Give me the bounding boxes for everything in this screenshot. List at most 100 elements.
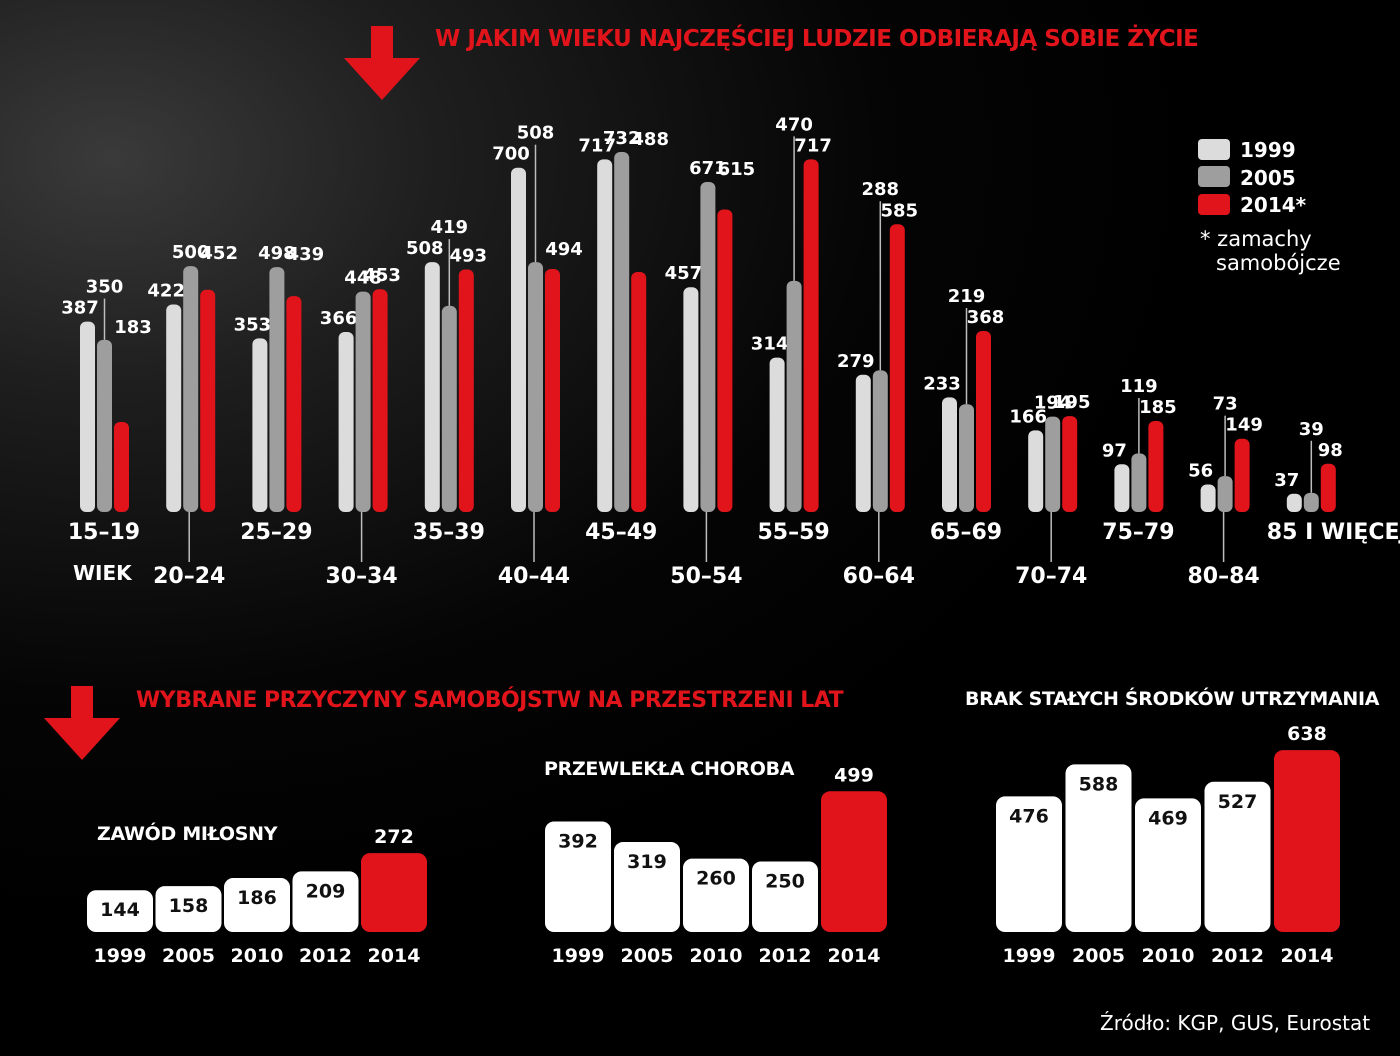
cause-year-label: 2010: [1142, 945, 1195, 967]
cause-value-label: 144: [100, 899, 140, 921]
bar-2014: [545, 269, 560, 512]
value-label: 98: [1318, 440, 1343, 461]
value-label: 195: [1053, 392, 1091, 413]
value-label: 119: [1120, 376, 1158, 397]
value-label: 448: [344, 268, 382, 289]
value-label: 717: [794, 135, 832, 156]
value-label: 470: [775, 114, 813, 135]
category-label: 50–54: [670, 564, 742, 589]
category-label: 30–34: [325, 564, 397, 589]
cause-value-label: 250: [765, 871, 805, 893]
bar-2005: [528, 262, 543, 512]
age-bar-chart: 15–1938735018320–2442250045225–293534984…: [61, 114, 1400, 589]
bar-1999: [597, 159, 613, 512]
bar-2005: [614, 152, 630, 513]
category-label: 55–59: [757, 520, 829, 545]
category-label: 60–64: [843, 564, 915, 589]
bar-1999: [511, 167, 526, 513]
value-label: 279: [837, 351, 875, 372]
legend-note-line2: samobójcze: [1216, 251, 1341, 275]
main-chart-title: W JAKIM WIEKU NAJCZĘŚCIEJ LUDZIE ODBIERA…: [435, 26, 1199, 52]
value-label: 671: [689, 158, 727, 179]
bar-1999: [166, 304, 182, 512]
cause-year-label: 2012: [299, 945, 352, 967]
category-label: 80–84: [1187, 564, 1259, 589]
sub-chart-title-love: ZAWÓD MIŁOSNY: [97, 823, 278, 845]
bar-1999: [338, 332, 354, 512]
value-label: 97: [1102, 440, 1127, 461]
down-arrow-icon: [344, 26, 420, 100]
value-label: 233: [923, 373, 961, 394]
legend-swatch-2005: [1198, 166, 1230, 187]
value-label: 498: [258, 243, 296, 264]
bar-1999: [855, 374, 871, 512]
value-label: 700: [492, 144, 530, 165]
cause-value-label: 272: [374, 826, 414, 848]
category-label: 15–19: [68, 520, 140, 545]
value-label: 508: [517, 123, 555, 144]
cause-bar: [1065, 764, 1132, 932]
bar-1999: [252, 338, 268, 512]
cause-year-label: 2014: [1281, 945, 1334, 967]
bar-2005: [872, 370, 888, 512]
cause-bar: [224, 878, 290, 932]
cause-value-label: 186: [237, 887, 277, 909]
value-label: 717: [578, 135, 616, 156]
value-label: 194: [1034, 393, 1072, 414]
bar-1999: [769, 357, 785, 512]
value-label: 494: [545, 239, 583, 260]
category-label: 20–24: [153, 564, 225, 589]
value-label: 419: [431, 217, 469, 238]
value-label: 422: [147, 280, 185, 301]
cause-value-label: 319: [627, 851, 667, 873]
sub-chart-title-money: BRAK STAŁYCH ŚRODKÓW UTRZYMANIA: [965, 688, 1380, 710]
cause-year-label: 1999: [94, 945, 147, 967]
cause-bar-highlight: [361, 853, 427, 932]
cause-bar: [614, 842, 680, 932]
value-label: 366: [320, 308, 358, 329]
value-label: 387: [61, 298, 99, 319]
value-label: 350: [86, 277, 124, 298]
cause-year-label: 2005: [1072, 945, 1125, 967]
bar-2005: [1217, 476, 1233, 512]
bar-1999: [1114, 464, 1130, 512]
legend-label-1999: 1999: [1240, 138, 1296, 162]
bar-2005: [97, 339, 112, 512]
value-label: 353: [234, 314, 272, 335]
value-label: 368: [967, 307, 1005, 328]
cause-bar: [996, 796, 1062, 932]
value-label: 452: [200, 243, 238, 264]
value-label: 488: [631, 129, 669, 150]
bar-2014: [803, 159, 819, 512]
cause-bar: [87, 890, 153, 932]
value-label: 288: [862, 179, 900, 200]
value-label: 493: [450, 246, 488, 267]
value-label: 439: [287, 244, 325, 265]
bar-2014: [631, 272, 647, 512]
bar-2014: [976, 331, 991, 512]
category-label: 40–44: [498, 564, 570, 589]
value-label: 56: [1188, 460, 1213, 481]
cause-value-label: 476: [1009, 805, 1049, 827]
cause-year-label: 2014: [828, 945, 881, 967]
value-label: 183: [114, 317, 152, 338]
cause-year-label: 2014: [368, 945, 421, 967]
cause-value-label: 158: [169, 895, 209, 917]
cause-year-label: 1999: [1003, 945, 1056, 967]
bar-2014: [1320, 463, 1336, 512]
legend-label-2014: 2014*: [1240, 193, 1307, 217]
cause-value-label: 638: [1287, 723, 1327, 745]
value-label: 453: [363, 265, 401, 286]
category-label: 45–49: [585, 520, 657, 545]
bar-2005: [355, 291, 371, 512]
value-label: 585: [881, 200, 919, 221]
cause-year-label: 1999: [552, 945, 605, 967]
sub-chart-title-illness: PRZEWLEKŁA CHOROBA: [544, 758, 795, 780]
bar-2014: [717, 209, 733, 512]
bar-1999: [80, 321, 95, 512]
cause-year-label: 2010: [231, 945, 284, 967]
cause-bar-highlight: [1274, 750, 1340, 932]
bar-2005: [700, 182, 716, 512]
bar-2005: [1131, 453, 1147, 512]
